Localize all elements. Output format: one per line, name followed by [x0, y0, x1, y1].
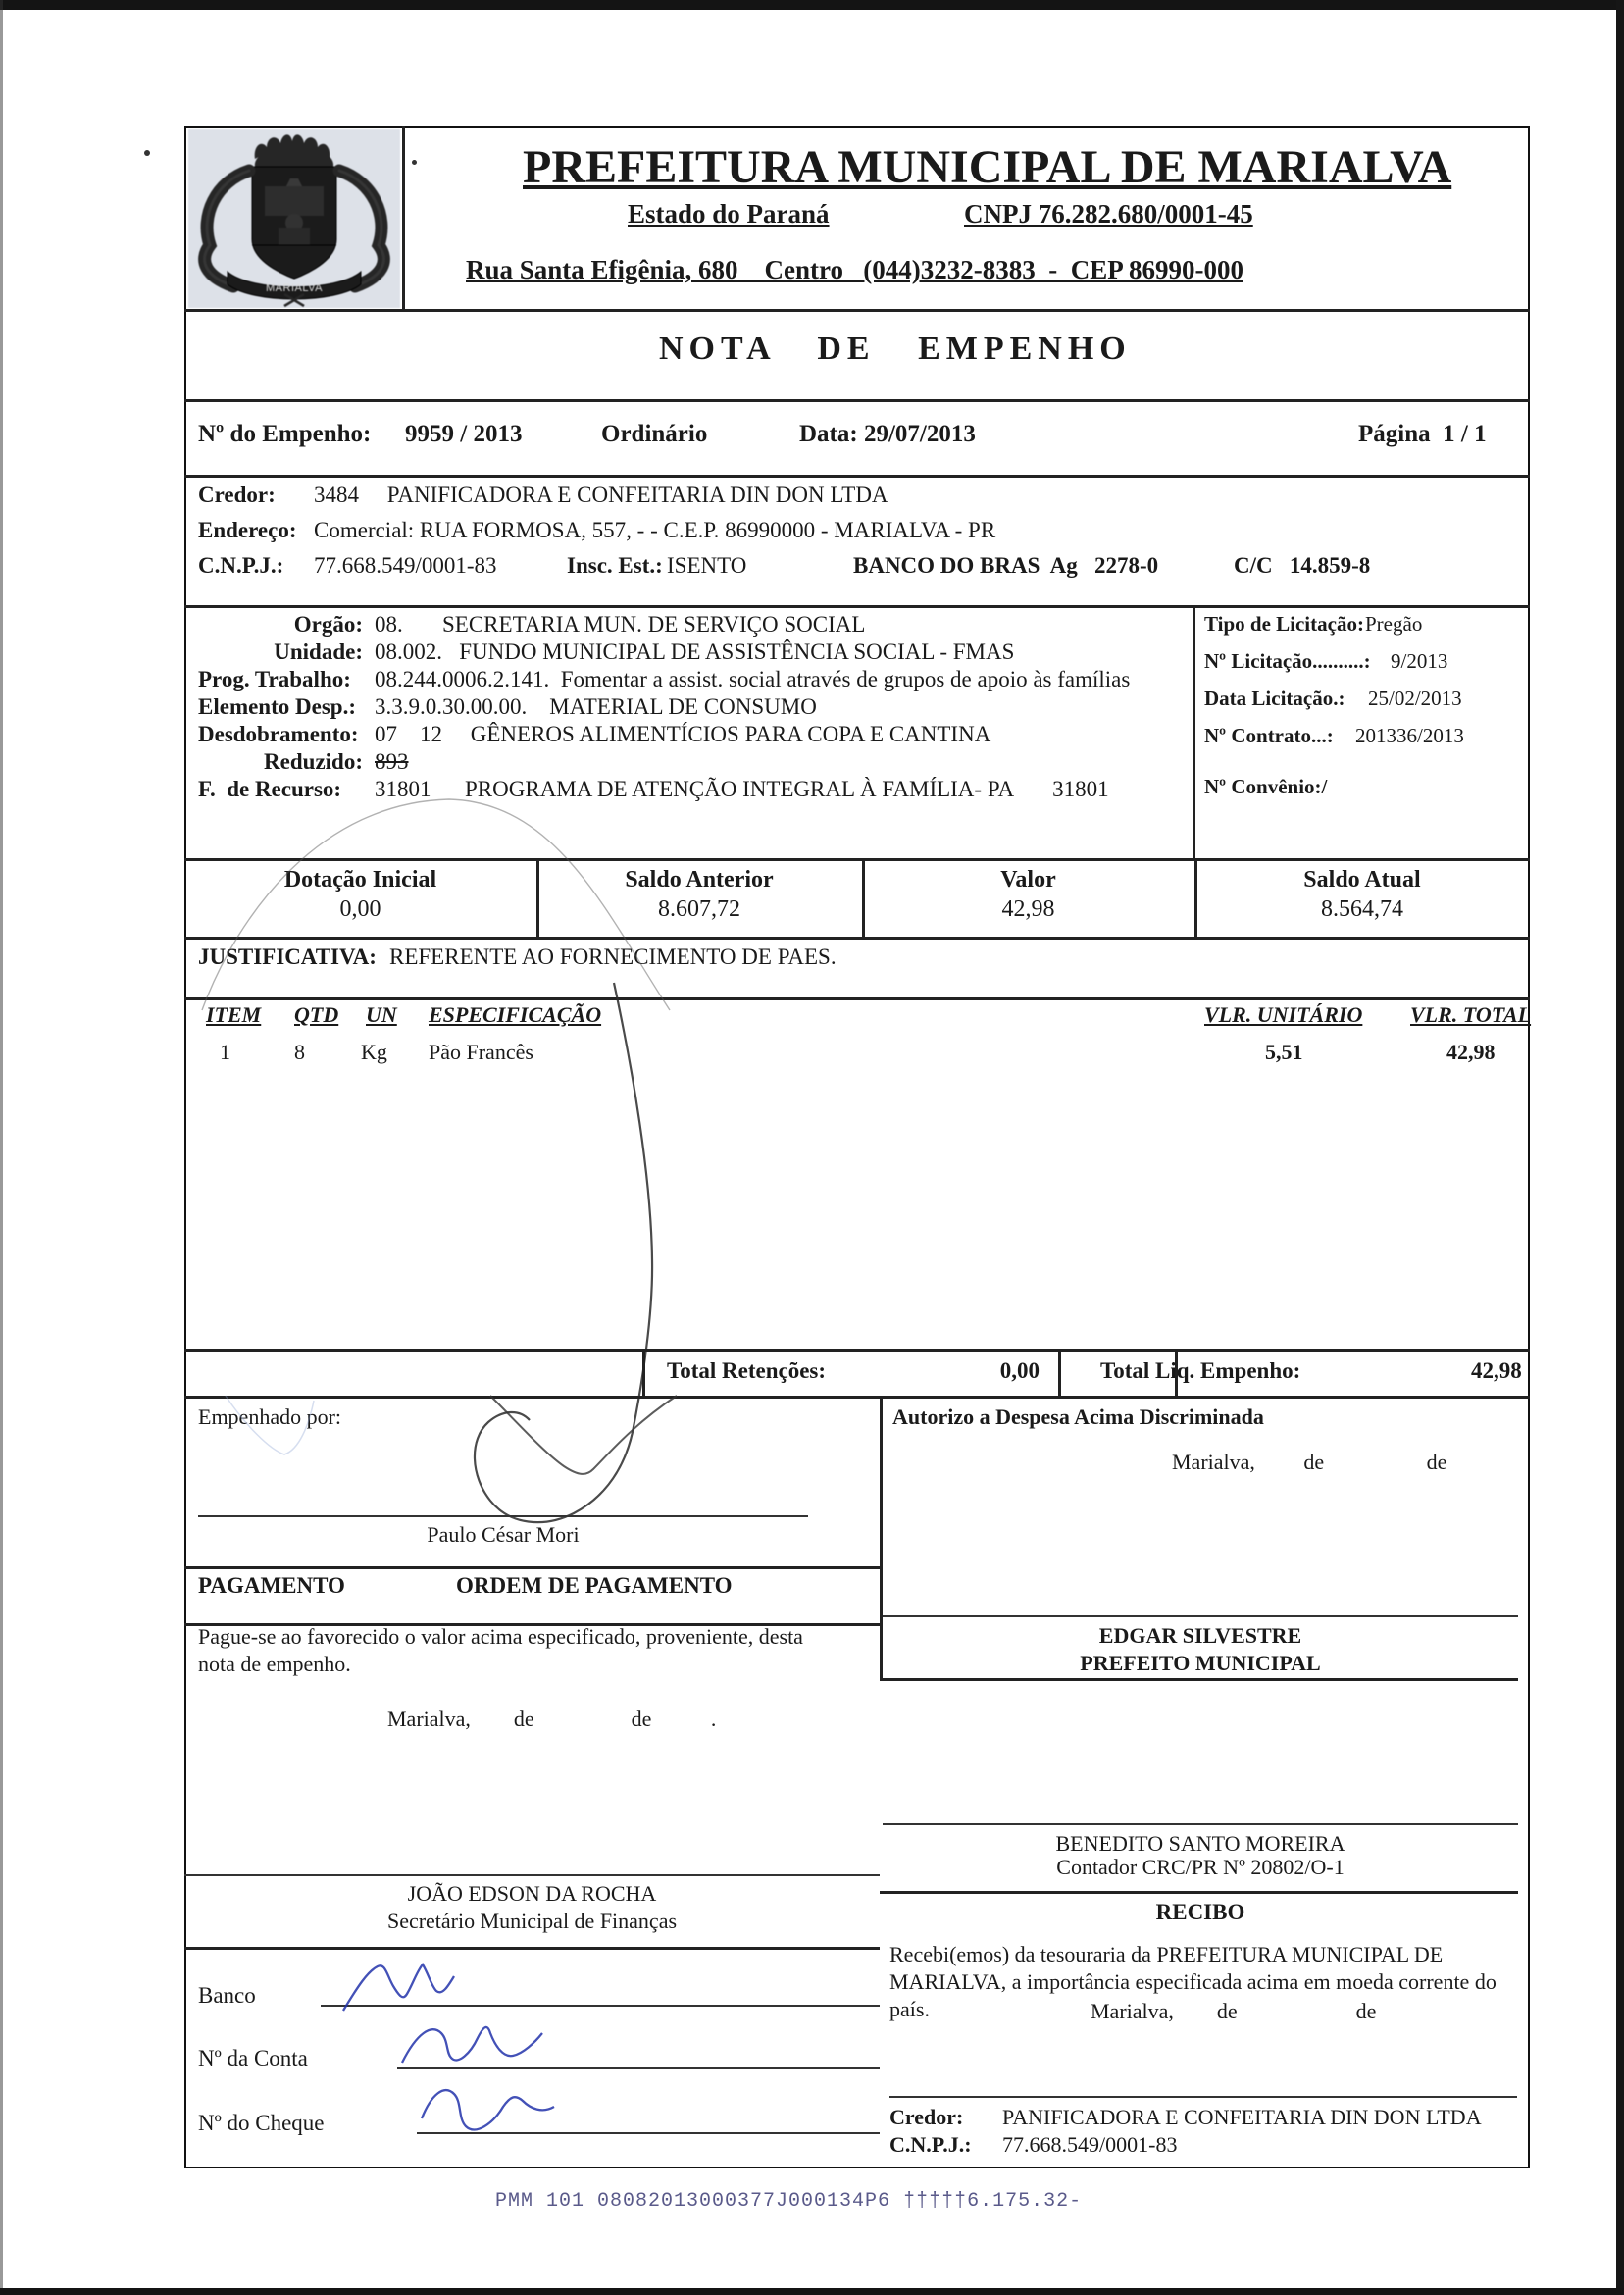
svg-text:MARIALVA: MARIALVA — [266, 282, 323, 294]
